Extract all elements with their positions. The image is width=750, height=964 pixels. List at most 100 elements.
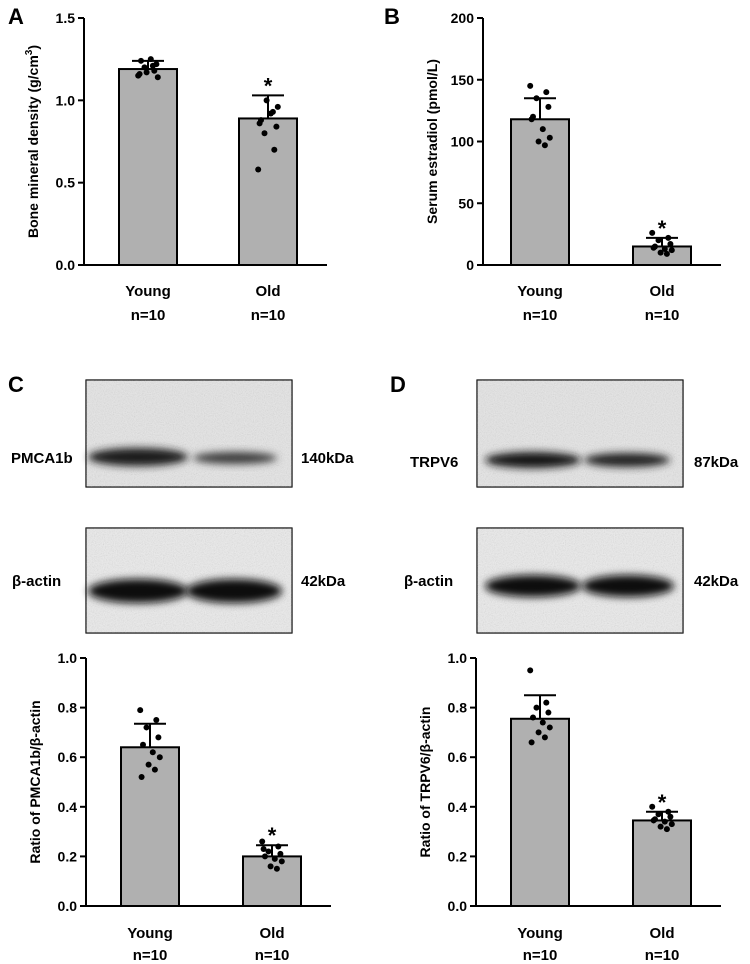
chart-trpv6-ratio: 0.0 0.2 0.4 0.6 0.8 1.0 Ratio of TRPV6/β-actin…: [417, 650, 721, 964]
chart-a-data-point: [147, 56, 154, 63]
chart-d-data-point: [535, 729, 542, 736]
chart-c-data-point: [151, 766, 158, 773]
chart-b-data-point: [649, 229, 656, 236]
chart-b-category-n: n=10: [523, 307, 558, 324]
blot-d-control-label: β-actin: [404, 573, 453, 590]
chart-c-data-point: [275, 843, 282, 850]
blot-c-control-label: β-actin: [12, 573, 61, 590]
chart-d-y-label: Ratio of TRPV6/β-actin: [417, 707, 433, 858]
blot-c-control: β-actin 42kDa: [12, 527, 346, 634]
band-actin-d-old: [582, 575, 674, 597]
chart-b-data-point: [533, 95, 540, 102]
chart-c-data-point: [260, 845, 267, 852]
chart-c-y-tick-label: 0.8: [58, 700, 78, 716]
chart-a-y-tick-label: 1.0: [56, 92, 76, 108]
chart-b-y-tick-label: 150: [451, 72, 475, 88]
band-actin-c-old: [186, 579, 282, 603]
panel-letter-b: B: [384, 4, 400, 29]
chart-a-data-point: [255, 166, 262, 173]
chart-b-data-point: [650, 244, 657, 251]
chart-b-y-tick-label: 200: [451, 10, 475, 26]
chart-a-significance-star: *: [264, 73, 273, 98]
chart-c-data-point: [273, 865, 280, 872]
chart-b-data-point: [657, 249, 664, 256]
chart-serum-estradiol: 0 50 100 150 200 Serum estradiol (pmol/L) Youn…: [424, 10, 721, 324]
chart-d-y-tick-label: 0.0: [448, 898, 468, 914]
chart-b-y-tick-label: 100: [451, 134, 475, 150]
chart-b-data-point: [663, 250, 670, 257]
chart-b-data-point: [541, 142, 548, 149]
chart-a-bar-young: [118, 68, 178, 267]
chart-a-data-point: [269, 108, 276, 115]
chart-a-data-point: [141, 64, 148, 71]
chart-d-data-point: [657, 823, 664, 830]
chart-b-data-point: [665, 234, 672, 241]
chart-c-data-point: [278, 858, 285, 865]
chart-b-category-n: n=10: [645, 307, 680, 324]
chart-c-data-point: [259, 838, 266, 845]
blot-d-control: β-actin 42kDa: [404, 527, 739, 634]
chart-d-category-n: n=10: [645, 947, 680, 964]
chart-d-data-point: [527, 667, 534, 674]
chart-a-category-label: Young: [125, 283, 171, 300]
chart-c-data-point: [149, 749, 156, 756]
chart-b-data-point: [668, 247, 675, 254]
chart-c-y-tick-label: 0.4: [58, 799, 78, 815]
chart-d-data-point: [533, 704, 540, 711]
band-pmca1b-young: [88, 448, 188, 466]
chart-c-y-tick-label: 0.2: [58, 848, 78, 864]
chart-a-data-point: [136, 70, 143, 77]
chart-c-y-tick-label: 0.6: [58, 749, 78, 765]
chart-a-data-point: [274, 103, 281, 110]
chart-a-bar-old: [238, 117, 298, 266]
chart-b-significance-star: *: [658, 216, 667, 241]
chart-c-data-point: [262, 853, 268, 860]
chart-a-data-point: [151, 67, 158, 74]
chart-b-data-point: [535, 138, 542, 145]
chart-a-data-point: [154, 74, 161, 81]
chart-c-data-point: [140, 741, 146, 748]
panel-letter-a: A: [8, 4, 24, 29]
chart-d-category-label: Young: [517, 925, 563, 942]
chart-d-category-n: n=10: [523, 947, 558, 964]
chart-b-y-label: Serum estradiol (pmol/L): [424, 59, 440, 224]
blot-d-control-size: 42kDa: [694, 573, 739, 590]
chart-c-data-point: [155, 734, 162, 741]
chart-b-data-point: [545, 103, 552, 110]
chart-d-y-tick-label: 0.4: [448, 799, 468, 815]
chart-a-data-point: [261, 130, 268, 137]
chart-c-data-point: [156, 754, 163, 761]
chart-a-data-point: [138, 57, 144, 64]
chart-d-y-tick-label: 0.2: [448, 848, 468, 864]
chart-b-data-point: [667, 241, 674, 248]
chart-b-data-point: [655, 237, 662, 244]
chart-a-y-tick-label: 0.5: [56, 175, 76, 191]
chart-pmca1b-ratio: 0.0 0.2 0.4 0.6 0.8 1.0 Ratio of PMCA1b/β-acti…: [27, 650, 331, 964]
blot-d-target: TRPV6 87kDa: [410, 379, 739, 488]
chart-b-category-label: Young: [517, 283, 563, 300]
chart-c-data-point: [143, 724, 150, 731]
chart-c-category-label: Old: [260, 925, 285, 942]
chart-c-category-label: Young: [127, 925, 173, 942]
chart-d-data-point: [655, 811, 662, 818]
chart-b-data-point: [527, 82, 534, 89]
chart-d-data-point: [528, 739, 535, 746]
chart-c-y-tick-label: 1.0: [58, 650, 78, 666]
chart-d-data-point: [539, 719, 546, 726]
chart-d-data-point: [649, 803, 656, 810]
chart-d-data-point: [661, 818, 668, 825]
chart-a-y-label: Bone mineral density (g/cm3): [24, 45, 41, 238]
chart-c-data-point: [265, 848, 272, 855]
chart-bone-mineral-density: 0.0 0.5 1.0 1.5 Bone mineral density (g/cm3)…: [24, 10, 327, 324]
chart-d-data-point: [667, 813, 674, 820]
chart-c-data-point: [271, 855, 278, 862]
chart-b-category-label: Old: [650, 283, 675, 300]
chart-d-bar-young: [510, 717, 570, 908]
band-actin-c-young: [88, 579, 188, 603]
chart-b-y-tick-label: 50: [458, 195, 474, 211]
band-actin-d-young: [485, 575, 581, 597]
chart-d-y-tick-label: 0.8: [448, 700, 468, 716]
chart-b-data-point: [539, 126, 546, 133]
chart-d-y-tick-label: 0.6: [448, 749, 468, 765]
blot-d-target-size: 87kDa: [694, 454, 739, 471]
